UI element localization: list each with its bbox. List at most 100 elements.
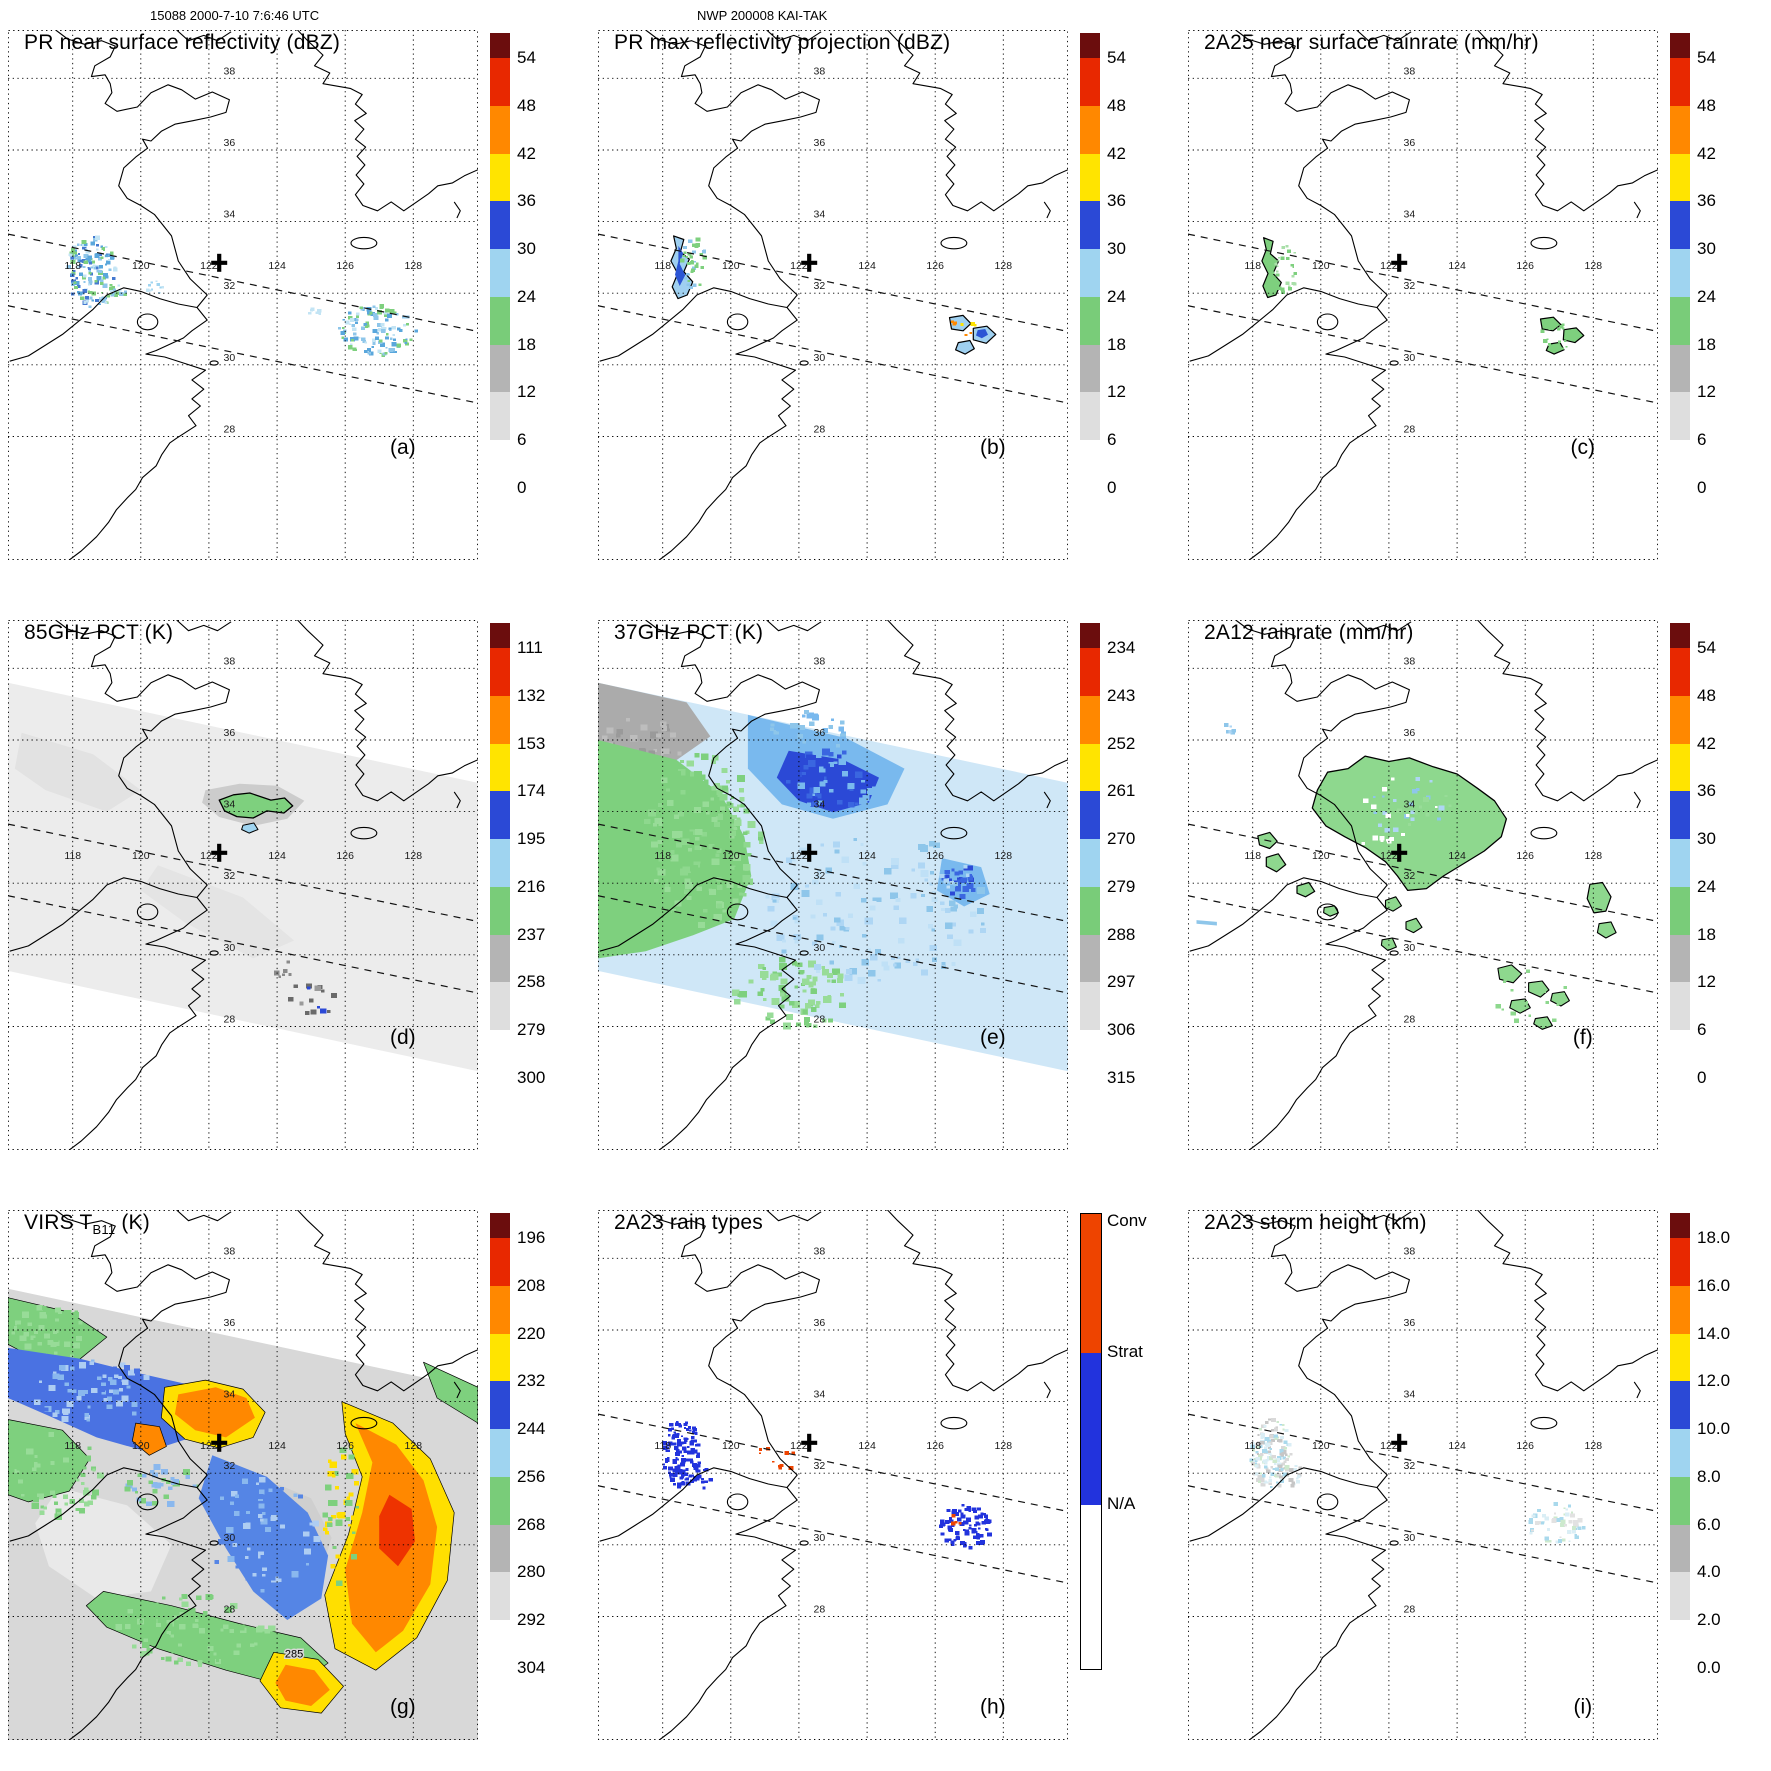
lon-label: 128 xyxy=(405,260,423,272)
colorbar-tick: 315 xyxy=(1107,1068,1136,1087)
colorbar-tick: 42 xyxy=(1697,143,1716,163)
colorbar-tick: 216 xyxy=(517,876,546,896)
map-frame xyxy=(598,30,1068,560)
colorbar-tick: 16.0 xyxy=(1697,1275,1731,1295)
rain-blob xyxy=(1550,991,1570,1007)
lat-label: 32 xyxy=(1404,1460,1416,1472)
colorbar-segment xyxy=(1670,392,1690,441)
colorbar-segment xyxy=(490,839,510,887)
lat-label: 36 xyxy=(1404,727,1416,739)
river-yangtze xyxy=(599,877,788,952)
colorbar-tick: 237 xyxy=(517,924,546,944)
colorbar-tick: 24 xyxy=(1697,286,1716,306)
lat-label: 32 xyxy=(1404,870,1416,882)
lon-label: 118 xyxy=(654,1440,671,1452)
storm-center-cross xyxy=(801,843,818,862)
island-zhoushan xyxy=(209,360,219,366)
colorbar-labels-b: 54 48 42 36 30 24 18 12 6 0 xyxy=(1107,33,1173,503)
colorbar-tick: 268 xyxy=(517,1514,546,1534)
lat-label: 36 xyxy=(814,1317,826,1329)
pct-shading xyxy=(14,732,141,812)
coast-korea xyxy=(1477,30,1658,212)
pr-swath-edges xyxy=(598,233,1068,404)
echo-region-east xyxy=(948,314,972,332)
colorbar-labels-a: 54 48 42 36 30 24 18 12 6 0 xyxy=(517,33,583,503)
coast-china-mainland xyxy=(645,620,820,1150)
colorbar-tick: 288 xyxy=(1107,924,1136,944)
title-text: 85GHz PCT (K) xyxy=(24,621,174,644)
colorbar-tick: 174 xyxy=(517,781,546,801)
colorbar-tick: 306 xyxy=(1107,1020,1136,1040)
map-frame xyxy=(8,620,478,1150)
colorbar-tick: 24 xyxy=(517,286,536,306)
coast-liaodong xyxy=(766,620,822,632)
lat-label: 38 xyxy=(224,65,236,77)
colorbar-tick: 18 xyxy=(1697,334,1716,354)
lat-label: 30 xyxy=(1404,942,1416,954)
pct-darkblue-speckle xyxy=(786,748,878,809)
panel-c: 2A25 near surface rainrate (mm/hr) 118 120… xyxy=(1180,0,1770,590)
lat-label: 30 xyxy=(1404,352,1416,364)
coast-korea xyxy=(297,620,478,802)
lat-label: 38 xyxy=(224,655,236,667)
colorbar-tick: 270 xyxy=(1107,829,1136,849)
colorbar-segment xyxy=(1670,296,1690,345)
rain-blob xyxy=(1380,937,1397,952)
rain-fringe xyxy=(1271,244,1297,294)
colorbar-labels-h: Conv Strat N/A xyxy=(1107,1211,1173,1683)
colorbar-tick: 280 xyxy=(517,1562,546,1582)
panel-f: 2A12 rainrate (mm/hr) 118 120 122 124 126 128 3… xyxy=(1180,590,1770,1180)
swath-edge-line xyxy=(8,233,478,333)
lat-label: 34 xyxy=(224,799,236,811)
lat-label: 36 xyxy=(1404,1317,1416,1329)
colorbar-segment xyxy=(1080,791,1100,840)
lat-label: 34 xyxy=(1404,209,1416,221)
grid-lines xyxy=(598,1210,1068,1740)
swath-edge-line xyxy=(8,305,478,404)
colorbar-tick: 12 xyxy=(1107,382,1126,402)
virs-orange-south xyxy=(275,1664,330,1706)
coast-korea xyxy=(887,620,1068,802)
colorbar-tick: 36 xyxy=(1697,191,1716,211)
colorbar-segment xyxy=(490,886,510,935)
lon-label: 120 xyxy=(1312,1440,1330,1452)
island-zhoushan xyxy=(1389,950,1399,956)
colorbar-segment xyxy=(490,791,510,840)
island-jeju xyxy=(1530,236,1558,250)
rain-streak xyxy=(1196,920,1217,926)
colorbar-segment xyxy=(1080,153,1100,202)
lon-label: 126 xyxy=(336,260,354,272)
colorbar-cap xyxy=(1670,1213,1690,1238)
lake-taihu xyxy=(726,1493,749,1511)
height-cluster-east xyxy=(1528,1501,1586,1544)
lon-label: 124 xyxy=(858,260,876,272)
colorbar-segment xyxy=(490,1620,510,1668)
colorbar-tick: 6 xyxy=(1107,430,1117,450)
panel-title-i: 2A23 storm height (km) xyxy=(1204,1211,1427,1235)
swath-edge-line xyxy=(1188,1413,1658,1513)
lake-taihu xyxy=(136,313,159,331)
title-text: 2A12 rainrate (mm/hr) xyxy=(1204,621,1414,644)
colorbar-labels-c: 54 48 42 36 30 24 18 12 6 0 xyxy=(1697,33,1763,503)
lat-label: 34 xyxy=(1404,1389,1416,1401)
rain-fringe xyxy=(1495,969,1567,1026)
colorbar-tick: 195 xyxy=(517,829,546,849)
swath-edge-line xyxy=(598,1413,1068,1513)
lat-label: 32 xyxy=(224,870,236,882)
virs-mixed-speckle xyxy=(322,1445,360,1586)
coast-liaodong xyxy=(766,30,822,42)
lon-label: 124 xyxy=(858,850,876,862)
river-yangtze xyxy=(9,1467,198,1542)
colorbar-segment xyxy=(1670,1429,1690,1477)
panel-d: 85GHz PCT (K) 118 120 122 124 126 128 38 36 34 32 3… xyxy=(0,590,590,1180)
swath-edge-line xyxy=(1188,823,1658,923)
panel-letter: (e) xyxy=(980,1026,1006,1049)
colorbar-segment xyxy=(1670,743,1690,792)
colorbar-tick: 0 xyxy=(1697,1068,1707,1087)
colorbar-tick: 243 xyxy=(1107,685,1136,705)
colorbar-tick: 14.0 xyxy=(1697,1323,1731,1343)
lon-label: 118 xyxy=(1244,260,1261,272)
